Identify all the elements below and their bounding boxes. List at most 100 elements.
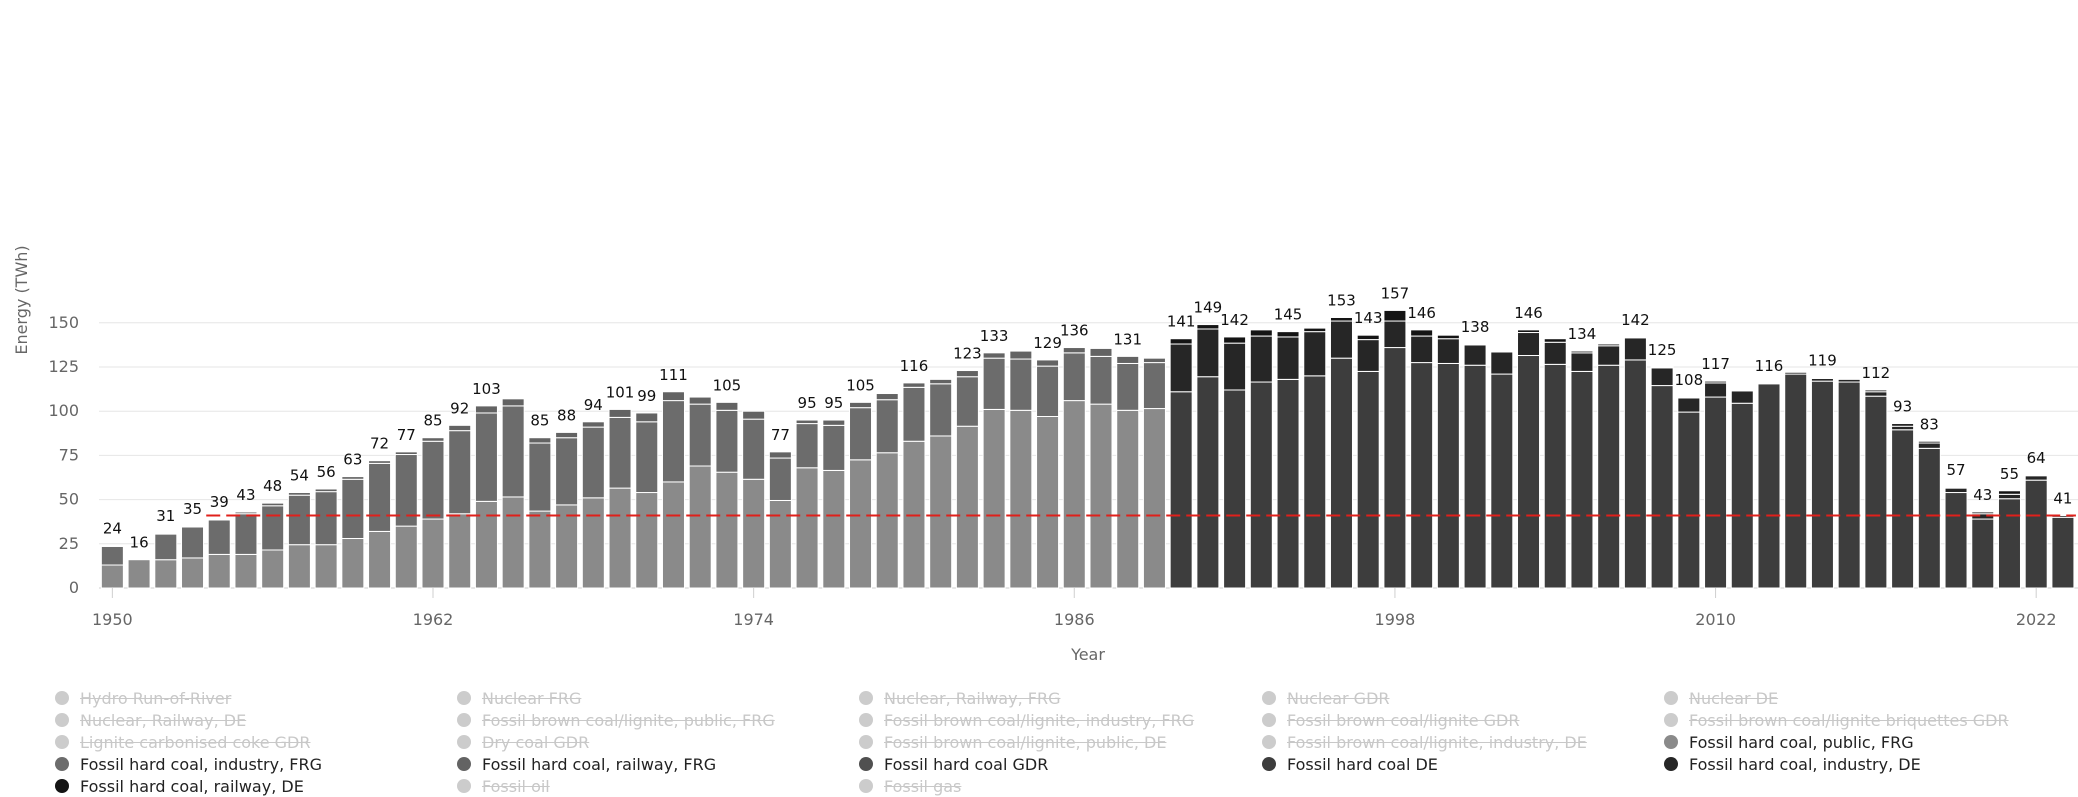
legend-label: Fossil brown coal/lignite, industry, DE: [1287, 732, 1587, 752]
total-data-label: 48: [263, 477, 282, 495]
legend-swatch-icon: [859, 757, 873, 771]
bar-segment: [1196, 376, 1220, 589]
bar-segment: [1009, 409, 1033, 589]
legend-item[interactable]: Fossil brown coal/lignite, industry, FRG: [859, 709, 1194, 731]
bar-segment: [1570, 370, 1594, 589]
bar-segment: [955, 370, 979, 378]
bar-segment: [368, 530, 392, 589]
bar-segment: [1356, 339, 1380, 372]
legend-item[interactable]: Fossil brown coal/lignite, public, DE: [859, 731, 1166, 753]
bar-segment: [368, 462, 392, 532]
legend-item[interactable]: Fossil hard coal, industry, FRG: [55, 753, 322, 775]
bar-segment: [100, 545, 124, 547]
legend-item[interactable]: Fossil brown coal/lignite, public, FRG: [457, 709, 775, 731]
legend-swatch-icon: [1664, 757, 1678, 771]
legend-label: Fossil brown coal/lignite briquettes GDR: [1689, 710, 2009, 730]
bar-segment: [1677, 411, 1701, 589]
bar-segment: [1356, 370, 1380, 589]
bar-segment: [234, 553, 258, 589]
bar-segment: [1944, 487, 1968, 494]
bar-segment: [1784, 371, 1808, 375]
legend-swatch-icon: [1664, 735, 1678, 749]
total-data-label: 133: [980, 327, 1009, 345]
bar-segment: [1436, 338, 1460, 364]
bar-segment: [1009, 358, 1033, 411]
x-tick-label: 1950: [92, 610, 133, 629]
bar-segment: [1062, 352, 1086, 402]
bar-segment: [555, 437, 579, 506]
bar-segment: [849, 407, 873, 461]
bar-segment: [1623, 337, 1647, 361]
bar-segment: [1436, 334, 1460, 340]
legend-item[interactable]: Lignite carbonised coke GDR: [55, 731, 310, 753]
bar-segment: [875, 452, 899, 589]
bar-segment: [1276, 336, 1300, 380]
total-data-label: 105: [713, 376, 742, 394]
legend-item[interactable]: Fossil hard coal, railway, DE: [55, 775, 304, 797]
legend-label: Fossil brown coal/lignite, public, FRG: [482, 710, 775, 730]
bar-segment: [1142, 362, 1166, 410]
bar-segment: [1891, 423, 1915, 427]
legend-item[interactable]: Nuclear, Railway, FRG: [859, 687, 1060, 709]
bar-segment: [1009, 350, 1033, 360]
legend-item[interactable]: Nuclear GDR: [1262, 687, 1390, 709]
bar-segment: [795, 419, 819, 425]
bar-segment: [1276, 331, 1300, 338]
legend-item[interactable]: Nuclear FRG: [457, 687, 581, 709]
legend-label: Nuclear, Railway, FRG: [884, 688, 1061, 708]
total-data-label: 105: [846, 376, 875, 394]
bar-segment: [768, 451, 792, 459]
bar-segment: [1570, 350, 1594, 354]
bar-segment: [608, 487, 632, 589]
y-tick-label: 100: [48, 401, 79, 420]
bar-segment: [929, 378, 953, 385]
bar-segment: [1704, 380, 1728, 384]
legend-item[interactable]: Hydro Run-of-River: [55, 687, 231, 709]
bar-segment: [1784, 373, 1808, 589]
total-data-label: 141: [1167, 313, 1196, 331]
total-data-label: 103: [472, 380, 501, 398]
legend-item[interactable]: Fossil hard coal, public, FRG: [1664, 731, 1914, 753]
legend-label: Nuclear, Railway, DE: [80, 710, 247, 730]
bar-segment: [1917, 447, 1941, 589]
bar-segment: [181, 557, 205, 589]
bar-segment: [1196, 328, 1220, 378]
legend-label: Fossil hard coal, public, FRG: [1689, 732, 1914, 752]
bar-segment: [1543, 341, 1567, 365]
bar-segment: [822, 424, 846, 471]
legend-item[interactable]: Fossil hard coal DE: [1262, 753, 1438, 775]
bar-segment: [955, 425, 979, 589]
total-data-label: 43: [236, 486, 255, 504]
legend-label: Fossil oil: [482, 776, 550, 796]
bar-segment: [1116, 409, 1140, 589]
bar-segment: [474, 405, 498, 414]
legend-item[interactable]: Fossil brown coal/lignite briquettes GDR: [1664, 709, 2009, 731]
legend-item[interactable]: Fossil hard coal GDR: [859, 753, 1048, 775]
bar-segment: [341, 476, 365, 480]
legend-item[interactable]: Fossil oil: [457, 775, 550, 797]
bar-segment: [955, 376, 979, 427]
bar-segment: [635, 421, 659, 494]
legend-item[interactable]: Nuclear, Railway, DE: [55, 709, 246, 731]
bar-segment: [421, 440, 445, 520]
legend-item[interactable]: Nuclear DE: [1664, 687, 1778, 709]
bar-segment: [2024, 475, 2048, 481]
bar-segment: [394, 451, 418, 456]
legend-swatch-icon: [1262, 735, 1276, 749]
legend-item[interactable]: Fossil hard coal, industry, DE: [1664, 753, 1921, 775]
legend-item[interactable]: Fossil brown coal/lignite, industry, DE: [1262, 731, 1587, 753]
bar-segment: [501, 496, 525, 589]
legend-label: Fossil brown coal/lignite, public, DE: [884, 732, 1167, 752]
bar-segment: [448, 430, 472, 515]
bar-segment: [1436, 362, 1460, 589]
legend-item[interactable]: Dry coal GDR: [457, 731, 589, 753]
legend-item[interactable]: Fossil hard coal, railway, FRG: [457, 753, 716, 775]
legend-label: Nuclear DE: [1689, 688, 1779, 708]
legend-item[interactable]: Fossil gas: [859, 775, 961, 797]
total-data-label: 111: [659, 366, 688, 384]
bar-segment: [1864, 391, 1888, 397]
bar-segment: [261, 549, 285, 589]
total-data-label: 95: [824, 394, 843, 412]
bar-segment: [154, 559, 178, 589]
legend-item[interactable]: Fossil brown coal/lignite GDR: [1262, 709, 1519, 731]
